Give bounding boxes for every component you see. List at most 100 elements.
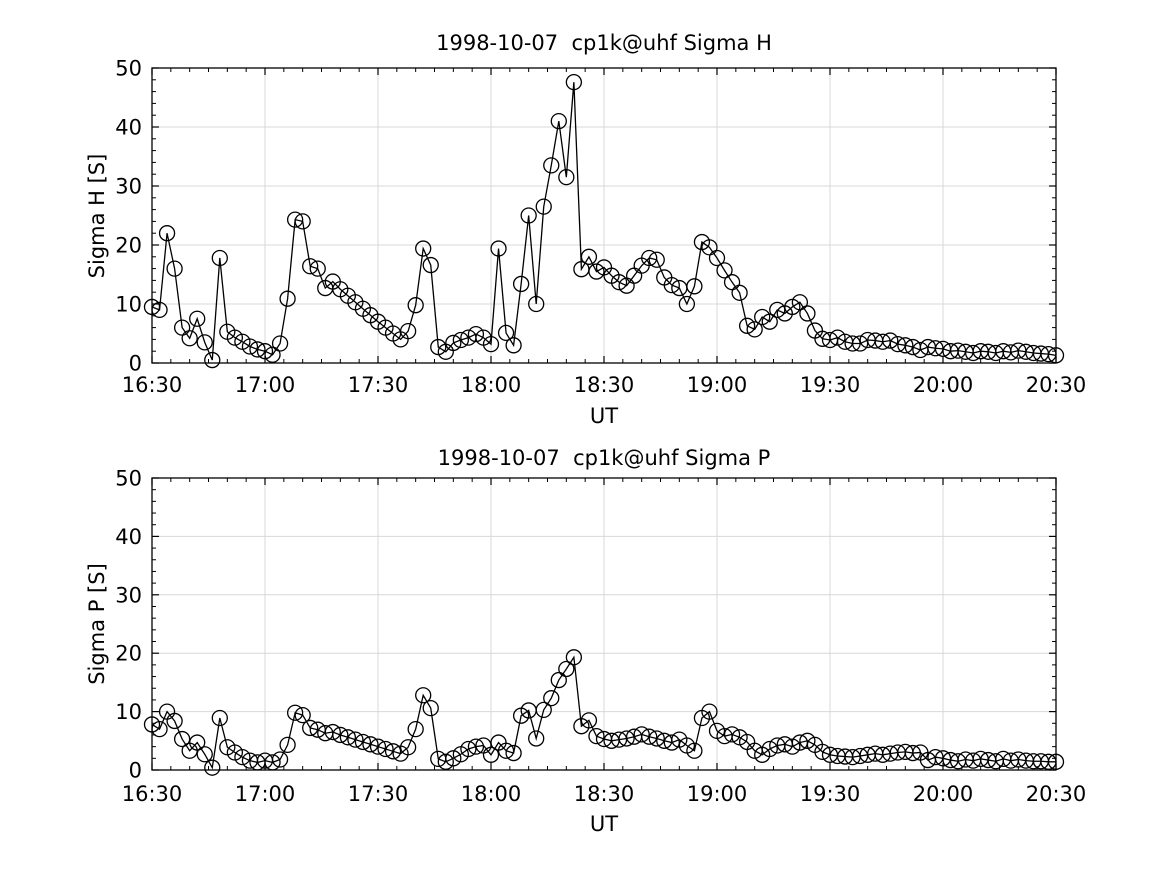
data-marker <box>618 730 635 747</box>
x-tick-label: 20:30 <box>1026 782 1087 806</box>
data-marker <box>445 750 462 767</box>
data-marker <box>588 727 605 745</box>
data-marker <box>610 274 628 291</box>
data-marker <box>528 730 545 747</box>
data-marker <box>761 313 778 330</box>
data-marker <box>543 157 560 174</box>
data-marker <box>565 649 583 666</box>
data-marker <box>173 730 191 748</box>
data-marker <box>151 301 168 319</box>
data-marker <box>445 334 462 352</box>
data-marker <box>271 751 289 768</box>
data-marker <box>678 295 696 313</box>
data-marker <box>761 740 778 758</box>
data-marker <box>279 736 296 754</box>
data-marker <box>189 734 206 751</box>
data-marker <box>264 754 281 771</box>
data-marker <box>181 330 198 347</box>
x-tick-label: 18:00 <box>461 782 522 806</box>
data-marker <box>701 703 718 720</box>
data-marker <box>904 744 922 762</box>
data-marker <box>204 759 221 776</box>
data-marker <box>543 690 560 707</box>
data-marker <box>211 249 228 267</box>
y-tick-label: 20 <box>115 234 142 258</box>
data-marker <box>460 740 477 758</box>
data-marker <box>309 260 326 277</box>
x-tick-label: 18:30 <box>574 782 635 806</box>
y-axis-label-sigma-p: Sigma P [S] <box>85 563 109 685</box>
data-marker <box>497 324 515 342</box>
data-marker <box>143 298 161 316</box>
y-axis-label-sigma-h: Sigma H [S] <box>85 153 109 279</box>
x-tick-label: 17:00 <box>235 782 296 806</box>
data-marker <box>738 317 756 334</box>
x-tick-label: 20:00 <box>913 373 974 397</box>
data-marker <box>354 733 372 751</box>
data-marker <box>520 207 537 224</box>
x-tick-label: 17:30 <box>348 782 409 806</box>
data-marker <box>746 321 763 338</box>
data-marker <box>799 732 816 749</box>
x-tick-label: 19:30 <box>800 782 861 806</box>
y-tick-label: 50 <box>115 57 142 81</box>
x-axis-label-sigma-h: UT <box>589 404 619 428</box>
data-marker <box>249 341 266 358</box>
data-marker <box>1047 753 1065 770</box>
data-marker <box>399 739 417 756</box>
y-tick-label: 40 <box>115 525 142 549</box>
data-marker <box>302 258 319 275</box>
data-marker <box>294 213 311 230</box>
data-marker <box>633 726 650 743</box>
data-marker <box>279 290 296 307</box>
y-tick-label: 40 <box>115 116 142 140</box>
data-marker <box>211 709 228 727</box>
data-marker <box>452 331 470 349</box>
x-axis-label-sigma-p: UT <box>589 812 619 836</box>
chart-title-sigma-h: 1998-10-07 cp1k@uhf Sigma H <box>436 31 772 55</box>
data-marker <box>528 295 545 313</box>
data-marker <box>558 660 575 678</box>
data-marker <box>641 249 658 267</box>
x-tick-label: 19:00 <box>687 782 748 806</box>
data-marker <box>166 260 183 277</box>
data-marker <box>196 746 213 763</box>
data-marker <box>324 723 341 741</box>
data-marker <box>708 249 726 267</box>
data-marker <box>1040 753 1057 770</box>
data-marker <box>791 294 809 311</box>
data-marker <box>415 687 432 704</box>
data-marker <box>648 251 665 268</box>
x-tick-label: 18:00 <box>461 373 522 397</box>
data-marker <box>286 704 304 721</box>
data-marker <box>347 731 364 748</box>
data-marker <box>723 274 741 291</box>
data-marker <box>362 736 379 753</box>
data-marker <box>332 726 349 744</box>
x-tick-label: 17:30 <box>348 373 409 397</box>
data-marker <box>422 699 439 717</box>
x-tick-label: 19:30 <box>800 373 861 397</box>
data-marker <box>204 351 221 369</box>
data-marker <box>241 338 259 355</box>
data-marker <box>407 720 424 738</box>
x-tick-label: 16:30 <box>122 373 183 397</box>
x-tick-label: 20:30 <box>1026 373 1087 397</box>
data-marker <box>422 256 439 274</box>
y-tick-label: 0 <box>129 759 142 783</box>
data-marker <box>1040 345 1057 363</box>
data-marker <box>226 329 244 346</box>
x-tick-label: 19:00 <box>687 373 748 397</box>
data-marker <box>271 335 289 352</box>
data-marker <box>264 346 281 363</box>
plot-1: 16:30 17:00 17:30 18:00 18:30 19:00 19:30 20:00… <box>115 467 1086 807</box>
data-marker <box>580 712 598 729</box>
data-marker <box>166 712 183 730</box>
plot-0: 16:30 17:00 17:30 18:00 18:30 19:00 19:30 20:00… <box>115 57 1086 398</box>
data-marker <box>256 343 274 360</box>
data-marker <box>799 305 816 322</box>
data-marker <box>189 310 206 327</box>
data-marker <box>565 74 583 91</box>
